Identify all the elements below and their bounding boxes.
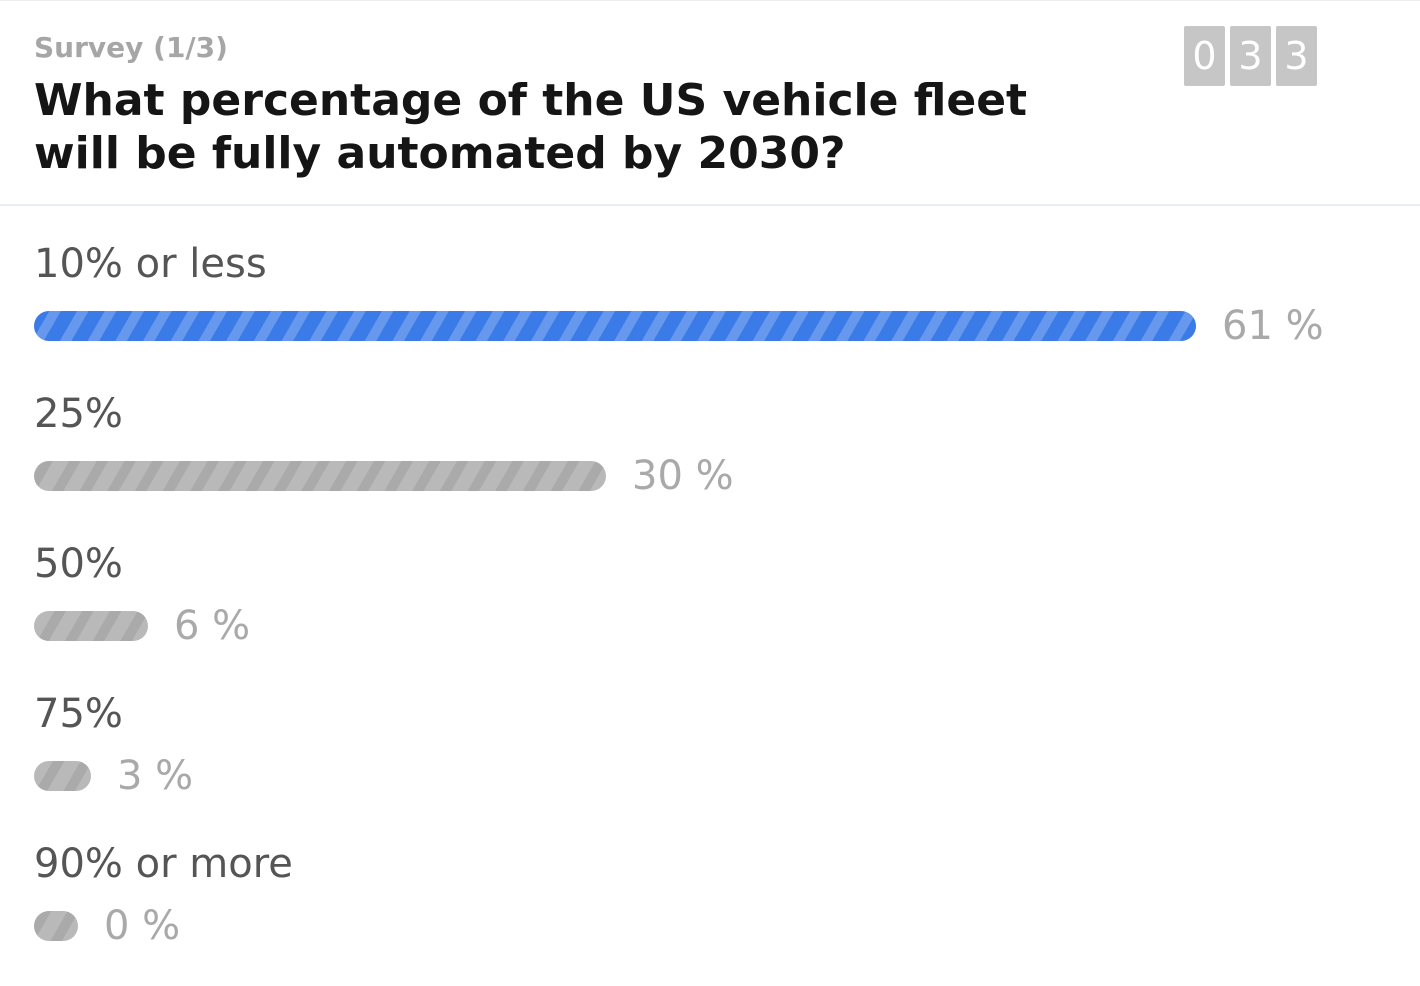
survey-question: What percentage of the US vehicle fleet … (34, 75, 1028, 179)
result-bar (34, 461, 606, 491)
option-label: 75% (34, 691, 123, 737)
bar-track (34, 452, 606, 500)
option-label: 25% (34, 391, 123, 437)
option-label: 90% or more (34, 841, 293, 887)
option-percent: 3 % (117, 753, 194, 799)
poll-option[interactable]: 90% or more 0 % (34, 840, 1394, 986)
option-result: 3 % (34, 752, 193, 800)
bar-track (34, 602, 148, 650)
result-bar (34, 311, 1196, 341)
option-label: 50% (34, 541, 123, 587)
counter-digit: 3 (1276, 26, 1317, 86)
bar-track (34, 752, 91, 800)
bar-track (34, 902, 78, 950)
option-result: 61 % (34, 302, 1324, 350)
poll-option[interactable]: 25% 30 % (34, 390, 1394, 540)
result-bar (34, 911, 78, 941)
option-percent: 61 % (1222, 303, 1324, 349)
counter-digit: 3 (1230, 26, 1271, 86)
option-result: 30 % (34, 452, 734, 500)
option-result: 6 % (34, 602, 250, 650)
bar-track (34, 302, 1196, 350)
option-percent: 0 % (104, 903, 181, 949)
poll-options: 10% or less 61 % 25% 30 % 50% 6 % 75% (34, 240, 1394, 986)
survey-header: Survey (1/3) What percentage of the US v… (0, 0, 1420, 206)
counter-digit: 0 (1184, 26, 1225, 86)
poll-option[interactable]: 10% or less 61 % (34, 240, 1394, 390)
option-percent: 30 % (632, 453, 734, 499)
survey-progress-label: Survey (1/3) (34, 31, 228, 64)
top-divider (0, 0, 1420, 1)
result-bar (34, 611, 148, 641)
poll-option[interactable]: 75% 3 % (34, 690, 1394, 840)
poll-option[interactable]: 50% 6 % (34, 540, 1394, 690)
option-result: 0 % (34, 902, 180, 950)
option-label: 10% or less (34, 241, 267, 287)
response-counter: 0 3 3 (1184, 26, 1317, 86)
option-percent: 6 % (174, 603, 251, 649)
result-bar (34, 761, 91, 791)
